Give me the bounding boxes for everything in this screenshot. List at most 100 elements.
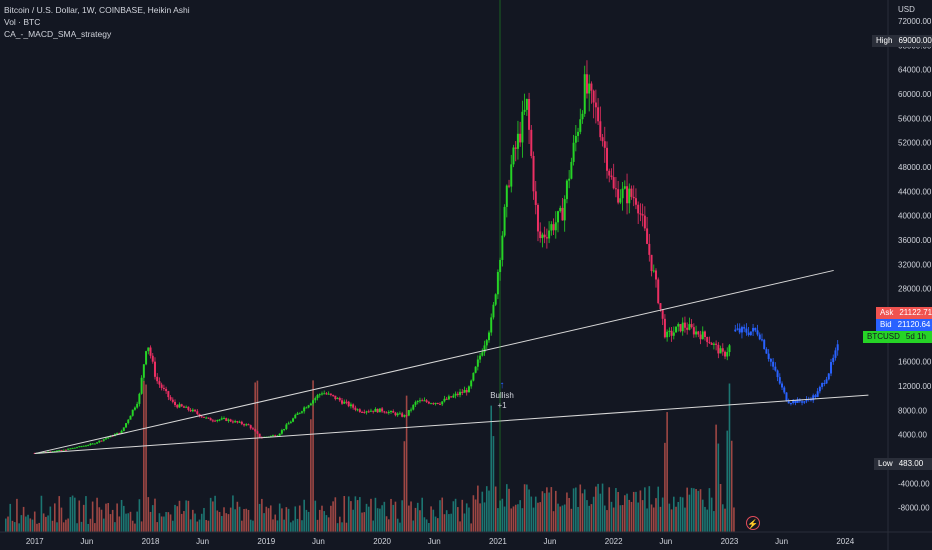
candle-body bbox=[599, 121, 602, 138]
volume-bar bbox=[548, 492, 550, 532]
candle-body bbox=[818, 386, 821, 392]
volume-bar bbox=[109, 514, 112, 532]
candle-body bbox=[695, 331, 698, 335]
candle-body bbox=[530, 129, 533, 156]
volume-bar bbox=[499, 500, 501, 532]
candle-body bbox=[539, 231, 542, 239]
candle-body bbox=[423, 400, 426, 402]
candle-body bbox=[657, 279, 660, 304]
volume-bar bbox=[463, 513, 466, 532]
candle-body bbox=[708, 342, 711, 344]
candle-body bbox=[728, 345, 731, 353]
volume-bar bbox=[490, 405, 493, 532]
candle-body bbox=[165, 388, 168, 392]
candle-body bbox=[521, 111, 524, 143]
candle-body bbox=[767, 353, 770, 359]
candle-body bbox=[577, 131, 580, 136]
candle-body bbox=[427, 401, 430, 404]
currency-label: USD bbox=[898, 5, 915, 14]
candle-body bbox=[62, 449, 65, 451]
volume-bar bbox=[290, 522, 292, 532]
volume-bar bbox=[165, 512, 167, 532]
volume-bar bbox=[454, 498, 457, 532]
candle-body bbox=[688, 324, 691, 330]
candle-body bbox=[603, 141, 606, 148]
candle-body bbox=[745, 328, 748, 333]
candle-body bbox=[781, 383, 784, 388]
volume-bar bbox=[129, 511, 132, 532]
candle-body bbox=[318, 394, 321, 396]
candle-body bbox=[243, 424, 246, 426]
candle-body bbox=[830, 362, 833, 374]
y-tick-label: 16000.00 bbox=[898, 358, 932, 367]
candle-body bbox=[621, 188, 624, 199]
candle-body bbox=[225, 418, 228, 421]
volume-bar bbox=[534, 496, 537, 532]
volume-bar bbox=[252, 520, 254, 532]
volume-bar bbox=[334, 497, 337, 532]
volume-bar bbox=[22, 506, 25, 532]
candle-body bbox=[570, 161, 573, 179]
candle-body bbox=[274, 435, 277, 437]
candle-body bbox=[47, 451, 50, 453]
volume-bar bbox=[532, 507, 535, 532]
candle-body bbox=[325, 393, 328, 395]
volume-bar bbox=[652, 507, 655, 532]
candle-body bbox=[436, 402, 439, 404]
candle-body bbox=[743, 327, 746, 329]
candle-body bbox=[365, 411, 368, 413]
volume-bar bbox=[586, 500, 588, 532]
candle-body bbox=[472, 372, 475, 381]
candle-body bbox=[439, 403, 441, 405]
candle-body bbox=[496, 271, 499, 295]
x-tick-label: Jun bbox=[428, 537, 441, 546]
candle-body bbox=[383, 411, 386, 413]
volume-bar bbox=[134, 523, 136, 532]
trendlines bbox=[34, 269, 869, 455]
candle-body bbox=[303, 407, 306, 412]
volume-bar bbox=[510, 508, 513, 532]
candle-body bbox=[487, 332, 490, 341]
volume-bar bbox=[410, 501, 412, 532]
candle-body bbox=[167, 391, 170, 398]
candle-body bbox=[610, 175, 613, 178]
candle-body bbox=[646, 228, 649, 244]
volume-bar bbox=[149, 511, 152, 532]
candle-body bbox=[338, 398, 341, 401]
volume-bar bbox=[381, 505, 383, 532]
x-tick-label: 2023 bbox=[721, 537, 739, 546]
candle-body bbox=[269, 435, 272, 437]
candle-body bbox=[80, 446, 83, 448]
arrow-up-icon: ↑ bbox=[499, 380, 505, 391]
volume-bar bbox=[321, 505, 323, 532]
candle-body bbox=[628, 188, 631, 204]
volume-bar bbox=[20, 515, 23, 532]
candle-body bbox=[452, 395, 455, 398]
candle-body bbox=[801, 401, 804, 403]
volume-bar bbox=[16, 498, 18, 532]
volume-bar bbox=[25, 516, 27, 532]
volume-bar bbox=[554, 490, 557, 532]
volume-bar bbox=[396, 518, 399, 532]
volume-bar bbox=[655, 498, 657, 532]
lightning-icon[interactable]: ⚡ bbox=[746, 516, 760, 530]
volume-bar bbox=[278, 503, 281, 532]
volume-bar bbox=[423, 517, 426, 532]
volume-bar bbox=[58, 496, 61, 532]
volume-bar bbox=[485, 486, 488, 532]
volume-bar bbox=[441, 497, 444, 532]
volume-bar bbox=[432, 509, 435, 532]
candle-body bbox=[637, 204, 640, 214]
candle-body bbox=[588, 83, 591, 94]
volume-bar bbox=[350, 501, 352, 532]
candle-body bbox=[677, 324, 680, 327]
candle-body bbox=[470, 380, 473, 387]
volume-bar bbox=[169, 514, 172, 532]
volume-bar bbox=[272, 519, 274, 532]
candle-body bbox=[87, 445, 90, 447]
volume-bar bbox=[80, 521, 83, 532]
volume-bar bbox=[354, 496, 357, 532]
volume-bar bbox=[474, 499, 477, 532]
